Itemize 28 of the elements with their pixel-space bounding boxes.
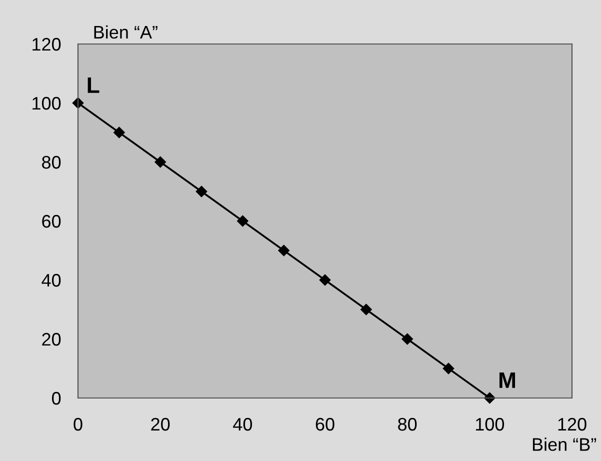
point	[402, 333, 413, 345]
annotation: M	[499, 372, 516, 388]
point	[278, 244, 290, 256]
y-tick-label: 20	[42, 332, 61, 346]
y-tick-label: 40	[42, 274, 61, 287]
x-tick-label: 120	[558, 418, 586, 431]
x-tick-label: 80	[398, 418, 417, 431]
x-tick-label: 20	[151, 418, 170, 431]
point	[484, 392, 496, 404]
point	[319, 274, 331, 286]
x-tick-label: 60	[316, 418, 334, 431]
y-tick-label: 80	[42, 156, 61, 169]
point	[237, 215, 248, 227]
point	[442, 362, 454, 374]
x-axis-title: Bien “B”	[532, 438, 596, 451]
x-tick-label: 0	[74, 418, 82, 431]
y-tick-label: 100	[32, 96, 61, 110]
point	[114, 126, 125, 138]
y-tick-label: 120	[32, 38, 61, 51]
y-tick-label: 60	[42, 214, 61, 228]
y-axis-title: Bien “A”	[94, 25, 158, 39]
y-tick-label: 0	[52, 392, 61, 405]
point	[154, 156, 166, 168]
x-tick-label: 100	[476, 418, 504, 431]
x-tick-label: 40	[233, 418, 252, 431]
point	[360, 304, 372, 316]
annotation: L	[88, 78, 100, 93]
point	[196, 186, 208, 198]
